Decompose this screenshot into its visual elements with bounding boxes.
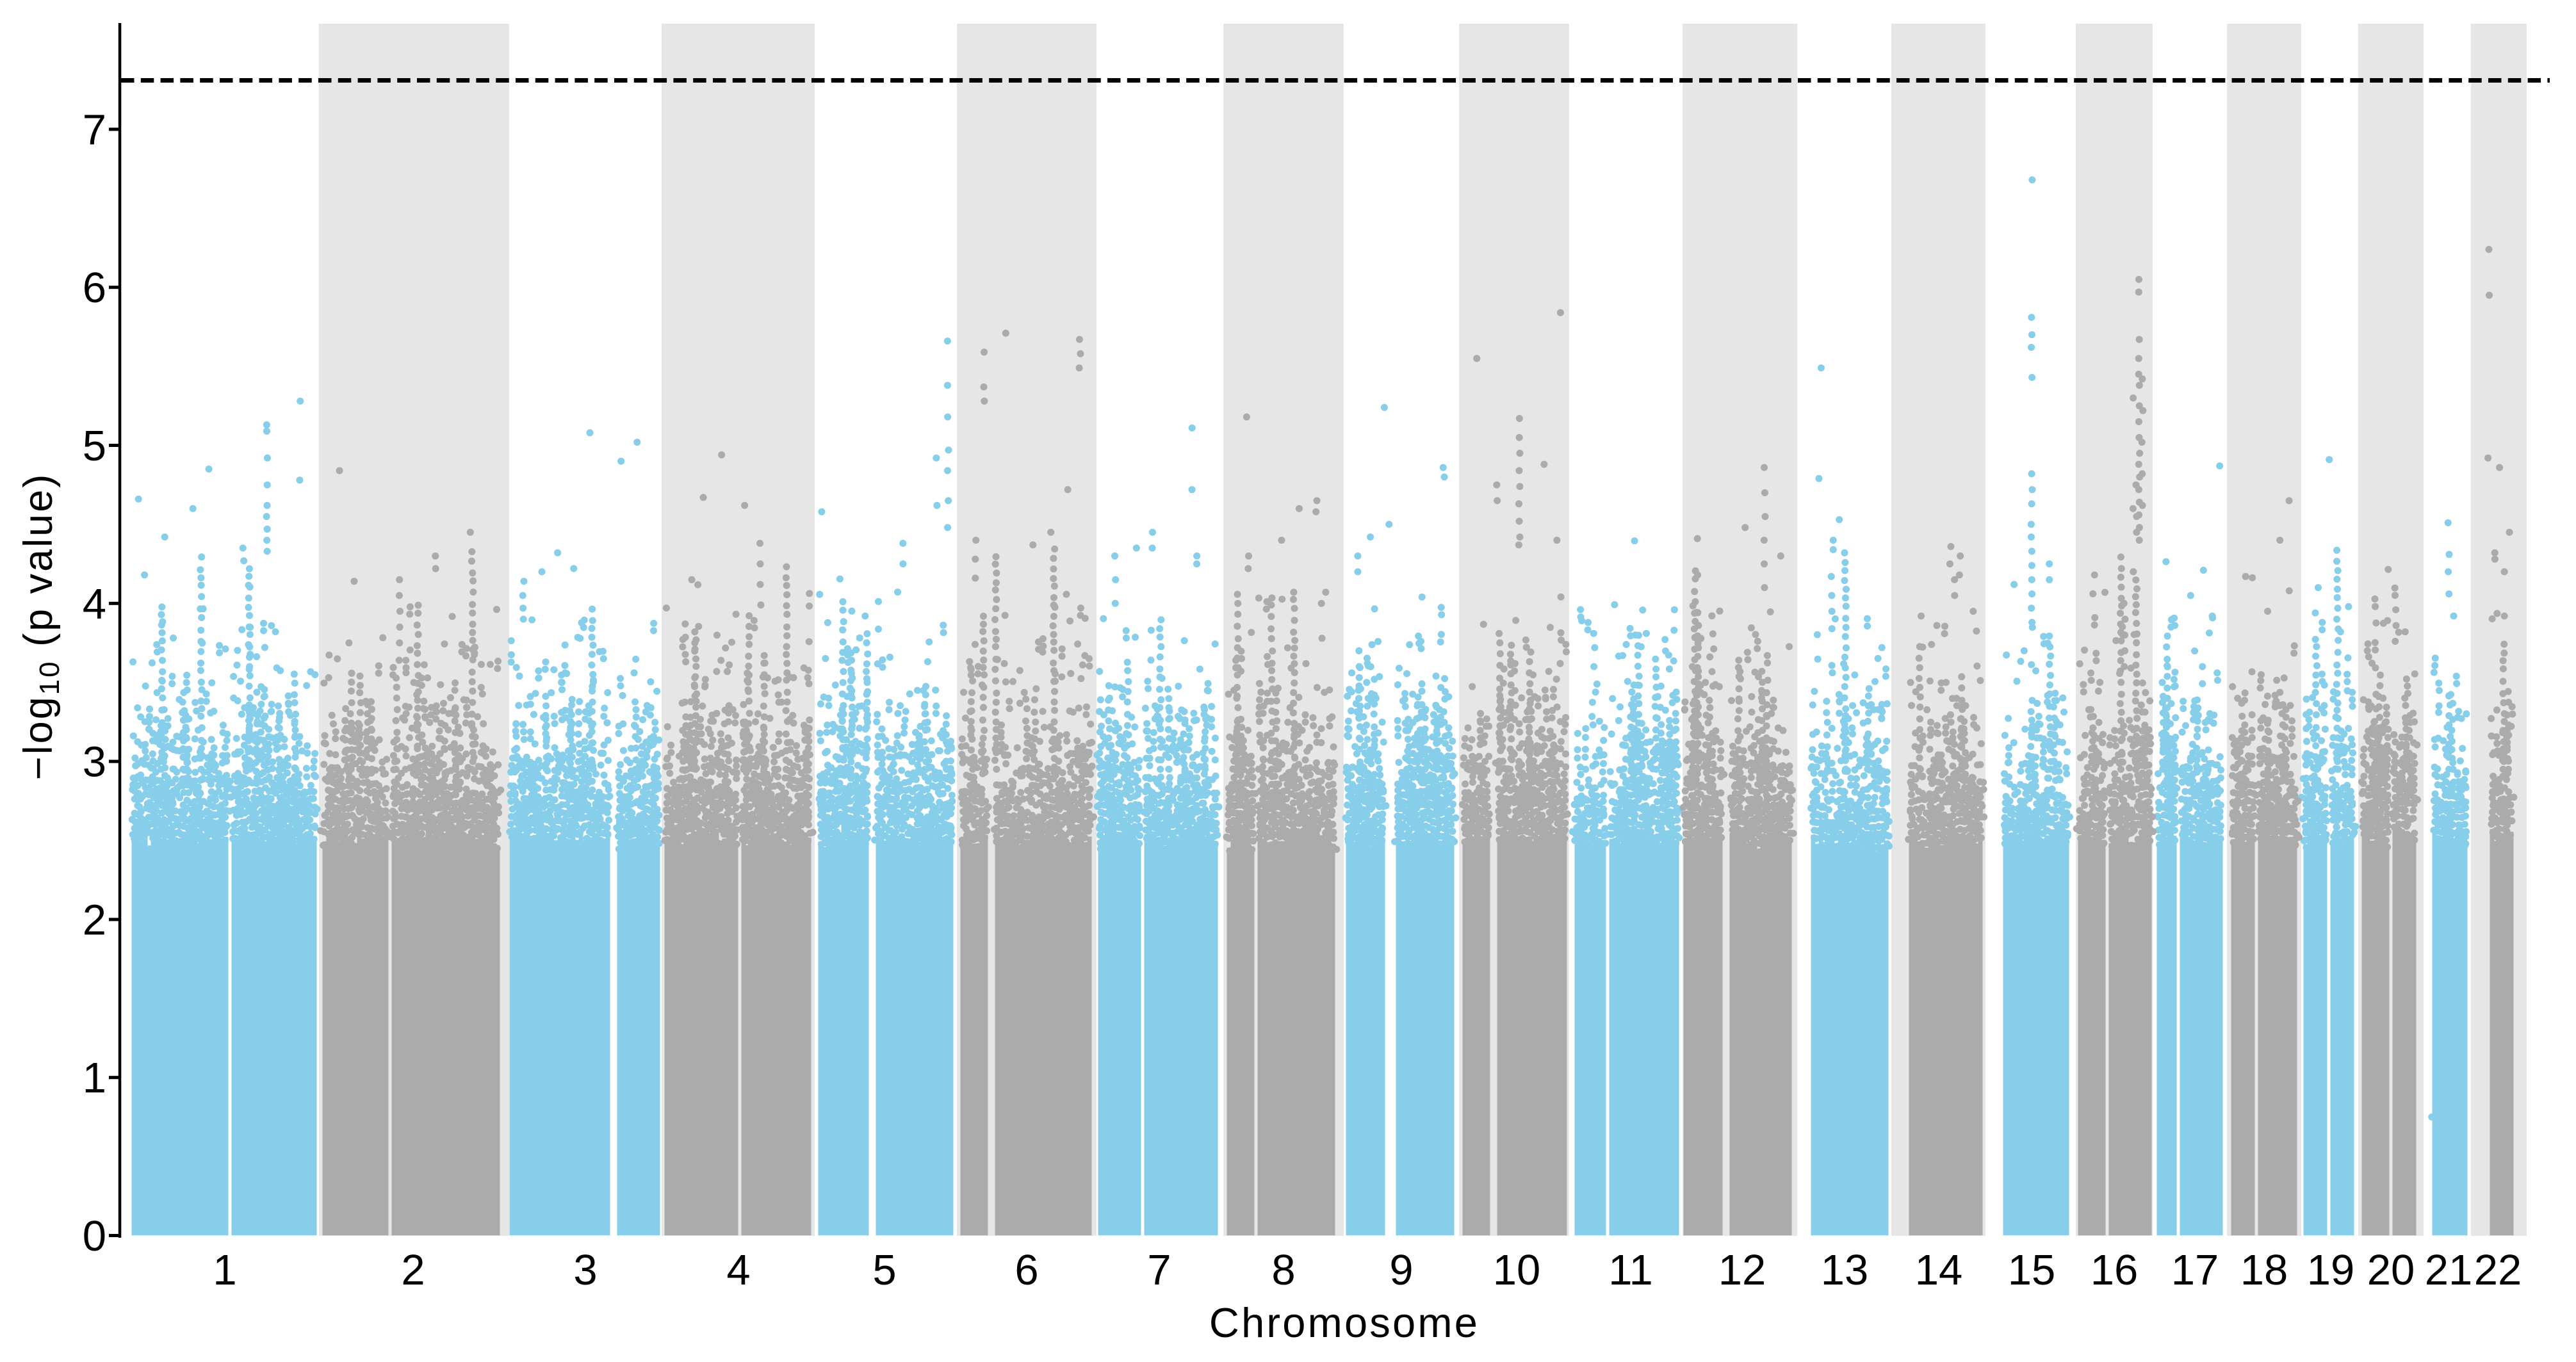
svg-text:9: 9 xyxy=(1389,1246,1413,1294)
svg-text:0: 0 xyxy=(83,1212,106,1260)
svg-text:4: 4 xyxy=(83,580,106,628)
svg-text:18: 18 xyxy=(2240,1246,2288,1294)
svg-text:7: 7 xyxy=(83,106,106,154)
svg-text:5: 5 xyxy=(83,422,106,470)
svg-text:6: 6 xyxy=(1015,1246,1038,1294)
svg-text:5: 5 xyxy=(872,1246,896,1294)
svg-text:−log10 (p value): −log10 (p value) xyxy=(16,473,65,780)
svg-text:4: 4 xyxy=(726,1246,750,1294)
svg-text:13: 13 xyxy=(1821,1246,1869,1294)
svg-text:3: 3 xyxy=(83,738,106,786)
svg-text:21: 21 xyxy=(2425,1246,2473,1294)
svg-text:15: 15 xyxy=(2008,1246,2056,1294)
svg-text:Chromosome: Chromosome xyxy=(1209,1299,1480,1346)
svg-text:14: 14 xyxy=(1915,1246,1963,1294)
svg-text:2: 2 xyxy=(83,896,106,944)
svg-text:17: 17 xyxy=(2171,1246,2219,1294)
svg-text:20: 20 xyxy=(2367,1246,2415,1294)
svg-text:8: 8 xyxy=(1271,1246,1295,1294)
svg-text:11: 11 xyxy=(1608,1246,1653,1294)
svg-text:6: 6 xyxy=(83,264,106,312)
svg-text:16: 16 xyxy=(2091,1246,2139,1294)
svg-text:19: 19 xyxy=(2307,1246,2355,1294)
svg-text:3: 3 xyxy=(573,1246,597,1294)
svg-text:7: 7 xyxy=(1147,1246,1171,1294)
svg-text:1: 1 xyxy=(83,1054,106,1102)
svg-text:1: 1 xyxy=(213,1246,236,1294)
svg-text:2: 2 xyxy=(401,1246,425,1294)
svg-text:22: 22 xyxy=(2474,1246,2522,1294)
svg-text:12: 12 xyxy=(1718,1246,1766,1294)
svg-text:10: 10 xyxy=(1493,1246,1541,1294)
